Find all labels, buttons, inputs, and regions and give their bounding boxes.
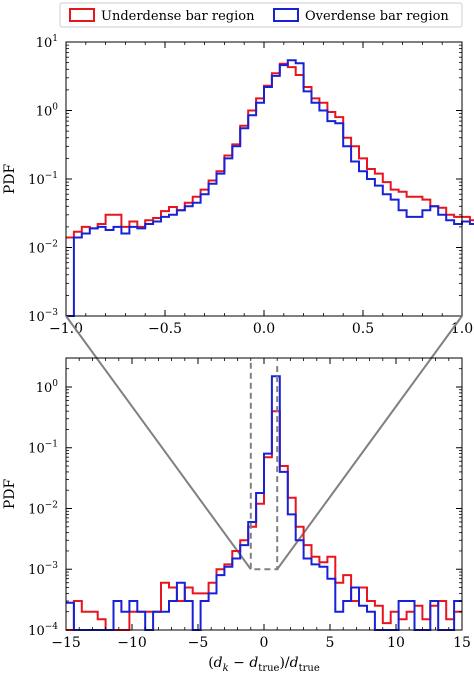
top-xtick-label: −0.5 [148, 321, 182, 337]
bottom-ylabel: PDF [2, 479, 18, 510]
bottom-xtick-label: 0 [260, 635, 269, 651]
top-ytick-label: 10−1 [28, 171, 58, 188]
bottom-xtick-label: −15 [51, 635, 81, 651]
bottom-xtick-label: −10 [117, 635, 147, 651]
bottom-series-underdense-line [66, 410, 462, 631]
legend-label-underdense: Underdense bar region [101, 9, 255, 24]
top-panel: −1.0 −0.5 0.0 0.5 1.0 10−3 10−2 10−1 100 101 PDF [2, 34, 474, 337]
zoom-line-right [276, 315, 463, 570]
top-series-group [66, 59, 474, 317]
top-ylabel: PDF [2, 164, 18, 195]
bottom-panel: −15 −10 −5 0 5 10 15 10−4 10−3 10−2 10−1 100 PDF (d… [2, 357, 471, 674]
legend-label-overdense: Overdense bar region [305, 9, 449, 24]
top-axes-frame [65, 41, 463, 317]
legend: Underdense bar region Overdense bar regi… [59, 2, 463, 28]
bottom-ytick-label: 100 [36, 379, 59, 396]
legend-frame [59, 2, 463, 28]
legend-swatch-overdense [273, 8, 299, 22]
bottom-xtick-label: 5 [326, 635, 335, 651]
bottom-xtick-label: 15 [453, 635, 471, 651]
top-ytick-label: 10−3 [28, 308, 58, 325]
zoom-line-left [65, 315, 252, 570]
bottom-xtick-label: 10 [387, 635, 405, 651]
top-ytick-label: 101 [36, 34, 58, 51]
legend-swatch-underdense [69, 8, 95, 22]
top-xtick-label: −1.0 [49, 321, 83, 337]
top-series-underdense-line [66, 62, 474, 239]
bottom-series-group [66, 375, 462, 631]
zoom-box-outline [249, 362, 279, 571]
top-ytick-label: 10−2 [28, 240, 58, 257]
top-ticks: −1.0 −0.5 0.0 0.5 1.0 10−3 10−2 10−1 100 101 [28, 34, 473, 337]
bottom-ytick-label: 10−1 [28, 440, 58, 457]
zoom-box [249, 362, 279, 571]
top-series-overdense-line [66, 59, 474, 317]
bottom-ytick-label: 10−4 [28, 622, 58, 639]
zoom-connector-lines [65, 315, 463, 570]
top-xtick-label: 0.0 [253, 321, 275, 337]
bottom-ytick-label: 10−3 [28, 561, 58, 578]
top-xtick-label: 1.0 [451, 321, 473, 337]
top-ytick-label: 100 [36, 103, 59, 120]
bottom-xlabel: (dk − dtrue)/dtrue [208, 655, 320, 674]
top-xtick-label: 0.5 [352, 321, 374, 337]
bottom-ytick-label: 10−2 [28, 500, 58, 517]
bottom-ticks: −15 −10 −5 0 5 10 15 10−4 10−3 10−2 10−1 100 [28, 357, 471, 651]
bottom-xtick-label: −5 [188, 635, 209, 651]
